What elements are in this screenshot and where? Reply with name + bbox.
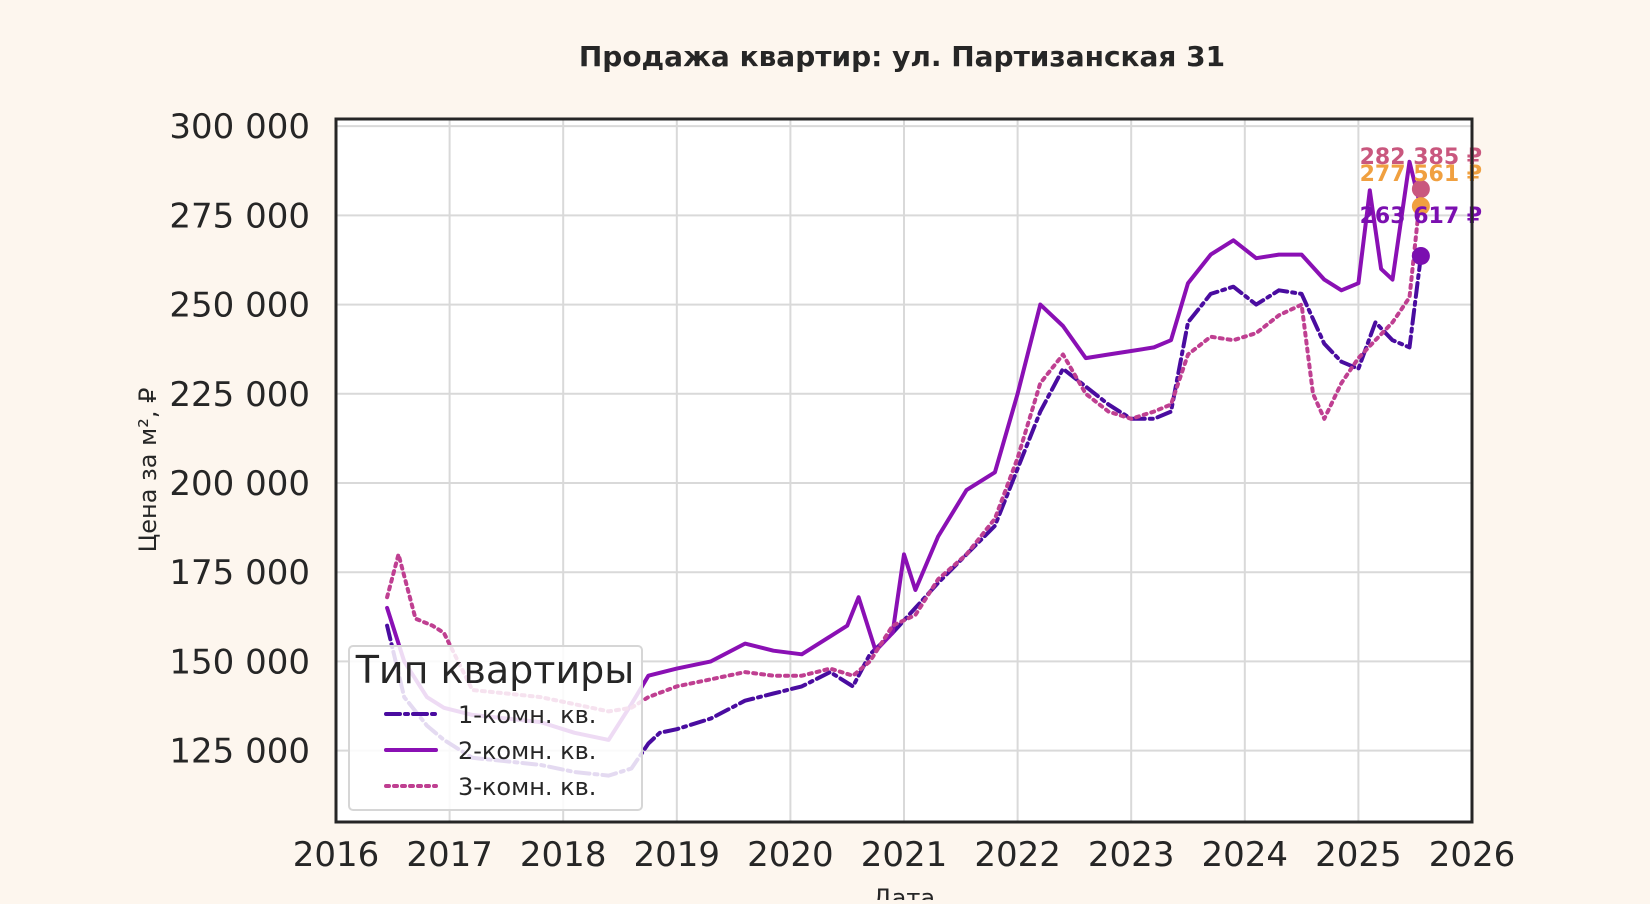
annotation-label: 282 385 ₽ (1360, 145, 1482, 170)
annotation-marker (1411, 246, 1430, 265)
x-tick-label: 2022 (974, 835, 1061, 875)
x-tick-label: 2016 (293, 835, 380, 875)
x-tick-label: 2020 (747, 835, 834, 875)
legend-label: 2-комн. кв. (458, 737, 596, 765)
chart-title: Продажа квартир: ул. Партизанская 31 (579, 40, 1225, 73)
x-tick-label: 2019 (634, 835, 721, 875)
legend: Тип квартиры 1-комн. кв. 2-комн. кв. 3-ком… (348, 645, 643, 811)
y-tick-label: 175 000 (169, 553, 310, 593)
y-tick-label: 225 000 (169, 375, 310, 415)
legend-items: 1-комн. кв. 2-комн. кв. 3-комн. кв. (384, 701, 596, 801)
plot-frame (334, 117, 1474, 824)
y-tick-label: 300 000 (169, 107, 310, 147)
legend-title: Тип квартиры (355, 648, 635, 692)
y-tick-label: 250 000 (169, 286, 310, 326)
grid (336, 119, 1472, 822)
axis-ticks: 2016 2017 2018 2019 2020 2021 2022 2023 2024 2025… (169, 107, 1515, 875)
x-tick-label: 2021 (861, 835, 948, 875)
annotation-marker (1411, 179, 1430, 198)
x-tick-label: 2026 (1429, 835, 1516, 875)
y-tick-label: 150 000 (169, 642, 310, 682)
x-tick-label: 2017 (406, 835, 493, 875)
annotation-label: 263 617 ₽ (1360, 204, 1482, 229)
x-tick-label: 2024 (1202, 835, 1289, 875)
legend-label: 1-комн. кв. (458, 701, 596, 729)
y-tick-label: 200 000 (169, 464, 310, 504)
x-axis-label: Дата (873, 884, 935, 900)
annotation-marker (1411, 197, 1430, 216)
legend-box (348, 645, 643, 811)
x-tick-label: 2018 (520, 835, 607, 875)
annotation-label: 277 561 ₽ (1360, 162, 1482, 187)
x-tick-label: 2025 (1315, 835, 1402, 875)
annotations: 282 385 ₽277 561 ₽ 263 617 ₽ (1360, 145, 1482, 265)
y-tick-label: 125 000 (169, 732, 310, 772)
x-tick-label: 2023 (1088, 835, 1175, 875)
y-axis-label: Цена за м², ₽ (134, 388, 162, 553)
legend-label: 3-комн. кв. (458, 773, 596, 801)
y-tick-label: 275 000 (169, 196, 310, 236)
